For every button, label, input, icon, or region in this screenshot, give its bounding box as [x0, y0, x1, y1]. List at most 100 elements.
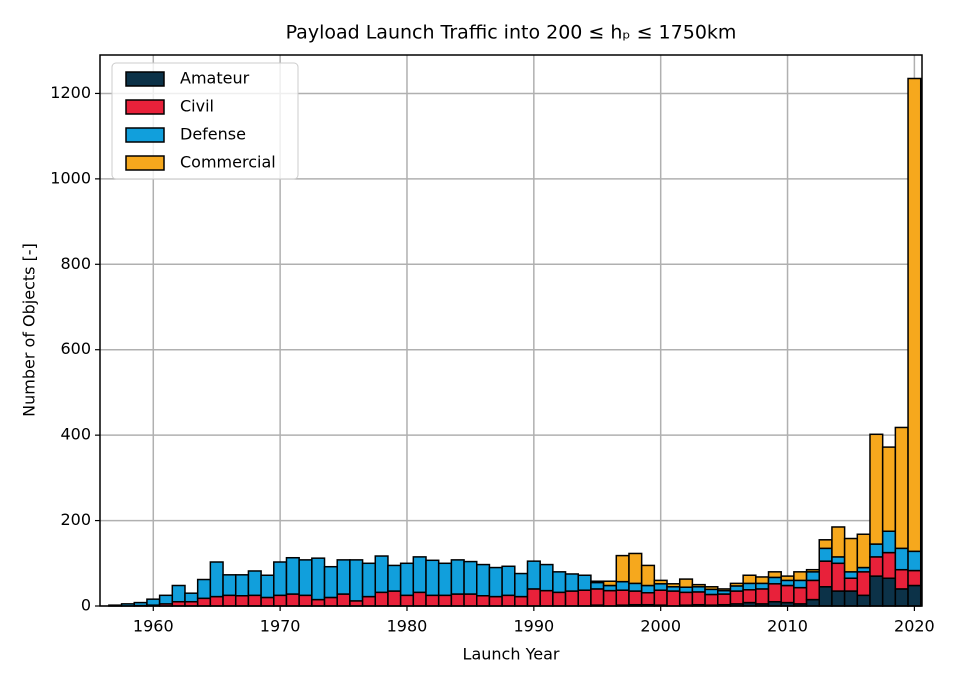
bar-segment — [311, 557, 326, 601]
x-axis-label: Launch Year — [463, 645, 560, 664]
bar-segment — [514, 572, 529, 598]
bar-segment — [437, 562, 453, 597]
bar-segment — [273, 594, 288, 607]
bar-segment — [907, 77, 922, 553]
bar-segment — [425, 559, 440, 597]
y-tick-label: 0 — [81, 596, 91, 615]
bar-segment — [881, 551, 897, 579]
bar-segment — [323, 565, 338, 599]
bar-segment — [742, 574, 757, 585]
bar-segment — [666, 590, 681, 607]
bar-segment — [552, 591, 567, 607]
axes: 0 200 400 600 800 1000 1200 1960 1970 1980 1990 200… — [50, 54, 935, 636]
legend-swatch — [125, 155, 165, 171]
bar-segment — [805, 598, 821, 607]
bar-segment — [742, 589, 757, 604]
bar-segment — [831, 526, 846, 558]
legend: Amateur Civil Defense Commercial — [111, 62, 299, 180]
bar-segment — [755, 588, 770, 605]
bar-segment — [171, 584, 186, 603]
y-tick-label: 1200 — [50, 83, 91, 102]
bar-segment — [869, 575, 884, 607]
bar-segment — [755, 576, 770, 585]
bar-segment — [704, 588, 719, 596]
bar-segment — [780, 584, 795, 604]
bar-segment — [678, 591, 694, 606]
bar-segment — [260, 596, 275, 607]
bar-segment — [653, 583, 668, 591]
bar-segment — [894, 426, 909, 550]
bar-segment — [717, 593, 732, 606]
legend-label: Defense — [180, 125, 246, 144]
bar-segment — [869, 543, 884, 558]
legend-swatch — [125, 71, 165, 87]
bar-segment — [412, 591, 427, 607]
bar-segment — [907, 584, 922, 607]
bar-segment — [323, 596, 338, 607]
bar-segment — [476, 594, 491, 607]
y-tick-label: 800 — [60, 254, 91, 273]
bar-segment — [488, 595, 503, 607]
bar-segment — [222, 574, 237, 597]
legend-label: Civil — [180, 97, 214, 116]
bar-segment — [640, 564, 656, 587]
bar-segment — [666, 583, 681, 588]
legend-swatch — [125, 99, 165, 115]
bar-segment — [361, 562, 377, 598]
bar-segment — [590, 580, 605, 584]
bar-segment — [869, 556, 884, 577]
bar-segment — [602, 589, 618, 607]
bar-segment — [729, 590, 744, 605]
bar-segment — [678, 586, 694, 594]
bar-segment — [818, 539, 833, 550]
bar-segment — [450, 593, 465, 607]
bar-segment — [691, 583, 706, 588]
bar-segment — [577, 589, 592, 607]
bar-segment — [843, 590, 859, 607]
bar-segment — [628, 582, 643, 592]
bar-segment — [894, 547, 909, 571]
legend-frame — [111, 62, 299, 180]
bar-segment — [831, 556, 846, 565]
bar-segment — [374, 591, 389, 607]
bar-segment — [881, 530, 897, 554]
bar-segment — [881, 577, 897, 607]
x-tick-label: 2020 — [894, 617, 935, 636]
bar-segment — [387, 590, 402, 607]
bar-segment — [564, 590, 579, 607]
bar-segment — [501, 594, 516, 607]
bar-segment — [805, 579, 821, 601]
bar-segment — [539, 589, 554, 607]
bar-segment — [755, 582, 770, 590]
bar-segment — [514, 595, 529, 607]
y-tick-label: 400 — [60, 425, 91, 444]
x-tick-label: 1980 — [387, 617, 428, 636]
bar-segment — [209, 595, 224, 607]
bar-segment — [285, 556, 300, 595]
bar-segment — [704, 593, 719, 606]
bar-segment — [437, 594, 453, 607]
bar-segment — [704, 586, 719, 591]
bar-segment — [831, 562, 846, 592]
bars — [108, 77, 922, 607]
bar-segment — [780, 575, 795, 582]
chart-title: Payload Launch Traffic into 200 ≤ hₚ ≤ 1… — [286, 22, 737, 44]
y-tick-label: 1000 — [50, 168, 91, 187]
bar-segment — [615, 580, 630, 591]
bar-segment — [196, 578, 212, 600]
legend-swatch — [125, 127, 165, 143]
bar-segment — [843, 571, 859, 579]
bar-segment — [780, 579, 795, 587]
bar-segment — [717, 588, 732, 592]
bar-segment — [869, 433, 884, 545]
bar-segment — [602, 584, 618, 592]
bar-segment — [818, 560, 833, 588]
bar-segment — [526, 560, 541, 590]
bar-segment — [907, 569, 922, 587]
bar-segment — [590, 588, 605, 606]
bar-segment — [450, 559, 465, 595]
bar-segment — [399, 594, 415, 607]
bar-segment — [894, 568, 909, 590]
bar-segment — [805, 568, 821, 573]
